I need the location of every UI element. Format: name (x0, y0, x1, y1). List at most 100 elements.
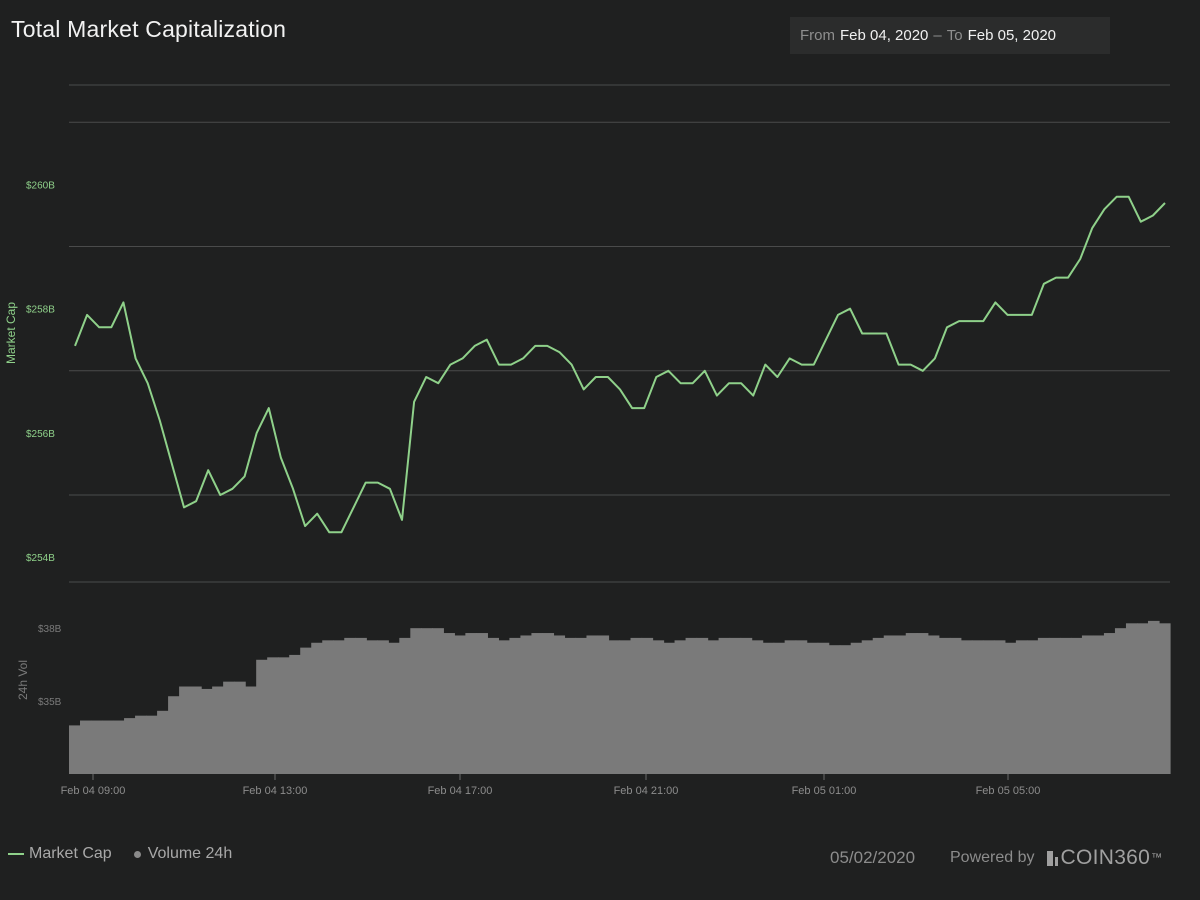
volume-bar[interactable] (905, 633, 918, 774)
volume-bar[interactable] (1015, 640, 1028, 774)
volume-bar[interactable] (608, 640, 621, 774)
volume-bar[interactable] (388, 642, 400, 774)
volume-bar[interactable] (168, 696, 180, 774)
volume-bar[interactable] (751, 640, 764, 774)
volume-bar[interactable] (498, 640, 510, 774)
volume-legend-label[interactable]: Volume 24h (147, 845, 233, 862)
volume-bar[interactable] (300, 647, 312, 774)
volume-bar[interactable] (718, 637, 731, 774)
volume-bar[interactable] (190, 686, 202, 774)
volume-bar[interactable] (674, 640, 687, 774)
volume-bar[interactable] (1070, 637, 1083, 774)
date-range-picker[interactable]: From Feb 04, 2020 – To Feb 05, 2020 (790, 17, 1110, 54)
volume-bar[interactable] (1114, 628, 1127, 774)
volume-bar[interactable] (113, 720, 125, 774)
volume-bar[interactable] (916, 633, 929, 774)
from-date[interactable]: Feb 04, 2020 (840, 27, 929, 44)
volume-bar[interactable] (135, 715, 147, 774)
volume-bar[interactable] (201, 688, 213, 774)
volume-bar[interactable] (421, 628, 433, 774)
volume-bar[interactable] (234, 681, 246, 774)
volume-bar[interactable] (465, 633, 477, 774)
volume-bar[interactable] (146, 715, 158, 774)
volume-bar[interactable] (1158, 623, 1171, 774)
volume-bar[interactable] (564, 637, 577, 774)
volume-bar[interactable] (773, 642, 786, 774)
volume-bar[interactable] (322, 640, 334, 774)
volume-bar[interactable] (1147, 620, 1160, 774)
volume-bar[interactable] (124, 718, 136, 774)
volume-bar[interactable] (1026, 640, 1039, 774)
volume-bar[interactable] (179, 686, 191, 774)
volume-bar[interactable] (1004, 642, 1017, 774)
volume-bar[interactable] (839, 645, 852, 774)
volume-bar[interactable] (245, 686, 257, 774)
volume-bar[interactable] (1092, 635, 1105, 774)
volume-bar[interactable] (366, 640, 378, 774)
volume-bar[interactable] (696, 637, 709, 774)
volume-bar[interactable] (443, 633, 455, 774)
volume-bar[interactable] (476, 633, 488, 774)
volume-bar[interactable] (520, 635, 533, 774)
volume-bar[interactable] (795, 640, 808, 774)
volume-bar[interactable] (1081, 635, 1094, 774)
volume-bar[interactable] (685, 637, 698, 774)
volume-bar[interactable] (740, 637, 753, 774)
volume-bar[interactable] (531, 633, 544, 774)
volume-bar[interactable] (256, 659, 268, 774)
volume-bar[interactable] (399, 637, 411, 774)
coin360-logo[interactable]: COIN360 ™ (1046, 846, 1163, 870)
volume-bar[interactable] (762, 642, 775, 774)
volume-bar[interactable] (817, 642, 830, 774)
volume-bar[interactable] (223, 681, 235, 774)
volume-bar[interactable] (1059, 637, 1072, 774)
volume-bar[interactable] (597, 635, 610, 774)
volume-bar[interactable] (102, 720, 114, 774)
volume-bar[interactable] (1037, 637, 1050, 774)
volume-bar[interactable] (1048, 637, 1061, 774)
volume-bar[interactable] (69, 725, 81, 774)
volume-bar[interactable] (509, 637, 522, 774)
volume-bar[interactable] (949, 637, 962, 774)
volume-bar[interactable] (707, 640, 720, 774)
volume-bar[interactable] (861, 640, 874, 774)
volume-bar[interactable] (883, 635, 896, 774)
volume-bar[interactable] (729, 637, 742, 774)
volume-bar[interactable] (663, 642, 676, 774)
volume-bar[interactable] (454, 635, 466, 774)
volume-bar[interactable] (1136, 623, 1149, 774)
volume-bar[interactable] (80, 720, 92, 774)
volume-bar[interactable] (872, 637, 885, 774)
volume-bar[interactable] (575, 637, 588, 774)
volume-bar[interactable] (487, 637, 499, 774)
market-cap-legend-label[interactable]: Market Cap (29, 845, 112, 862)
to-date[interactable]: Feb 05, 2020 (967, 27, 1056, 44)
volume-bar[interactable] (311, 642, 323, 774)
volume-bar[interactable] (927, 635, 940, 774)
volume-bar[interactable] (267, 657, 279, 774)
volume-bar[interactable] (344, 637, 356, 774)
volume-bar[interactable] (641, 637, 654, 774)
volume-bar[interactable] (91, 720, 103, 774)
volume-bar[interactable] (828, 645, 841, 774)
volume-bar[interactable] (542, 633, 555, 774)
volume-bar[interactable] (355, 637, 367, 774)
volume-bar[interactable] (553, 635, 566, 774)
volume-bar[interactable] (894, 635, 907, 774)
volume-bar[interactable] (289, 654, 301, 774)
volume-bar[interactable] (806, 642, 819, 774)
volume-bar[interactable] (278, 657, 290, 774)
volume-bar[interactable] (333, 640, 345, 774)
volume-bar[interactable] (982, 640, 995, 774)
volume-bar[interactable] (784, 640, 797, 774)
volume-bar[interactable] (586, 635, 599, 774)
volume-bar[interactable] (377, 640, 389, 774)
volume-bar[interactable] (652, 640, 665, 774)
volume-bar[interactable] (993, 640, 1006, 774)
volume-bar[interactable] (157, 710, 169, 774)
volume-bar[interactable] (1125, 623, 1138, 774)
volume-bar[interactable] (410, 628, 422, 774)
volume-bar[interactable] (850, 642, 863, 774)
volume-bar[interactable] (971, 640, 984, 774)
